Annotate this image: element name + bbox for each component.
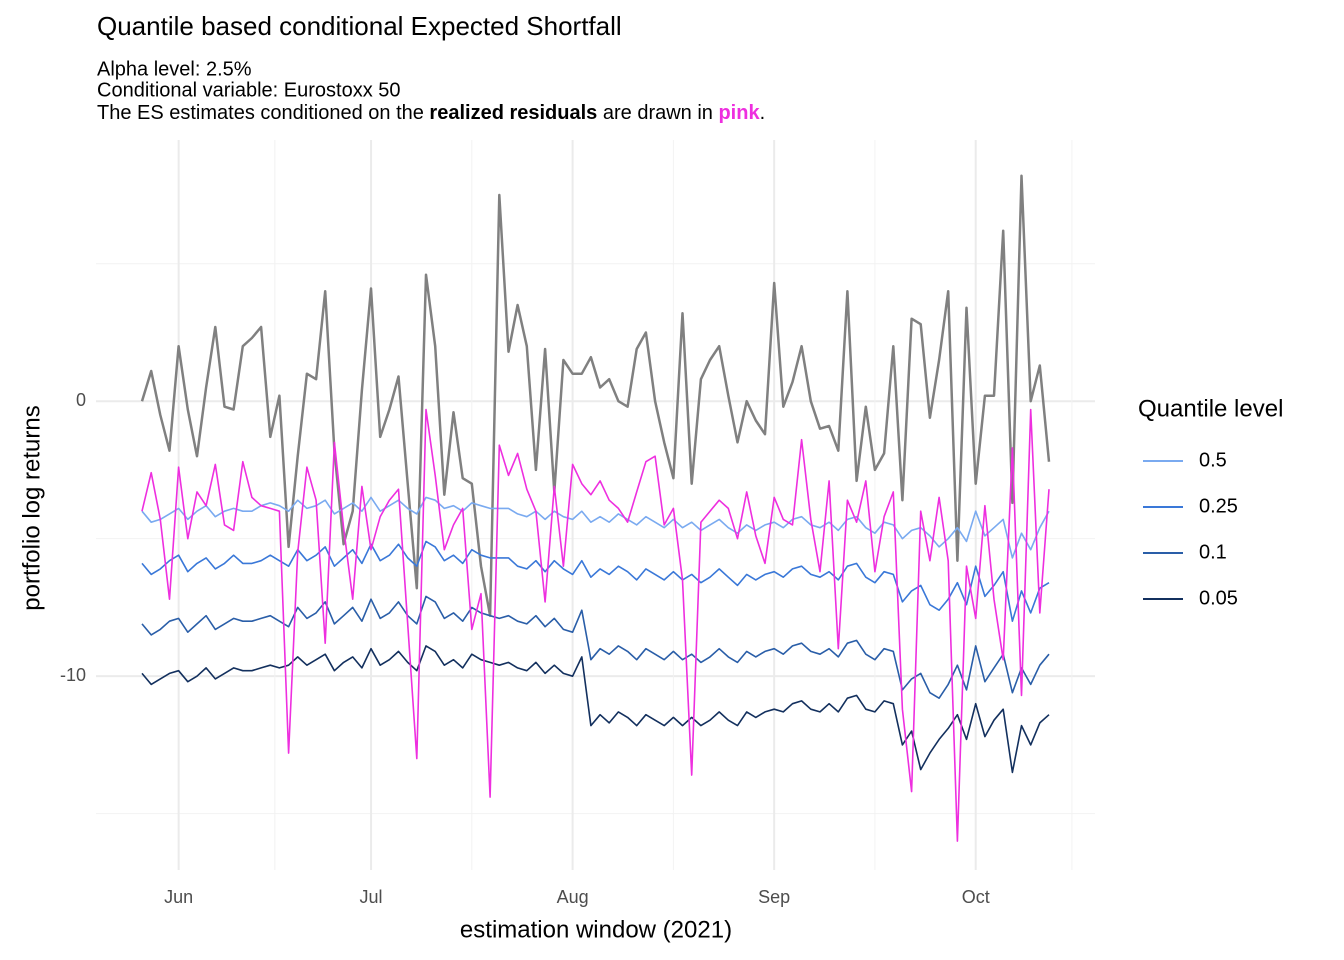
note-segment: are drawn in [597,102,718,124]
y-tick-label: -10 [60,665,86,685]
grid [96,140,1095,870]
quantile-line [141,595,1050,699]
realized-es-line [141,408,1050,842]
note-segment: The ES estimates conditioned on the [97,102,429,124]
y-tick-label: 0 [76,390,86,410]
x-tick-label: Jun [164,887,193,907]
quantile-line [141,496,1050,559]
legend-title: Quantile level [1138,395,1283,422]
legend-label: 0.05 [1199,587,1238,609]
x-axis-title: estimation window (2021) [460,916,732,943]
chart-title: Quantile based conditional Expected Shor… [97,11,622,41]
subtitle-note: The ES estimates conditioned on the real… [97,102,765,124]
x-tick-label: Jul [360,887,383,907]
x-tick-label: Sep [758,887,790,907]
legend-label: 0.25 [1199,495,1238,517]
returns-line [140,174,1051,617]
legend: 0.5 0.25 0.1 0.05 [1143,449,1238,609]
note-segment: . [760,102,766,124]
subtitle: Conditional variable: Eurostoxx 50 [97,79,401,101]
subtitle: Alpha level: 2.5% [97,58,252,80]
legend-label: 0.1 [1199,541,1227,563]
note-segment: realized residuals [429,102,597,124]
legend-label: 0.5 [1199,449,1227,471]
note-segment: pink [718,102,760,124]
y-axis-title: portfolio log returns [18,405,45,610]
plot-lines [140,174,1051,842]
x-tick-label: Oct [962,887,990,907]
x-tick-label: Aug [557,887,589,907]
